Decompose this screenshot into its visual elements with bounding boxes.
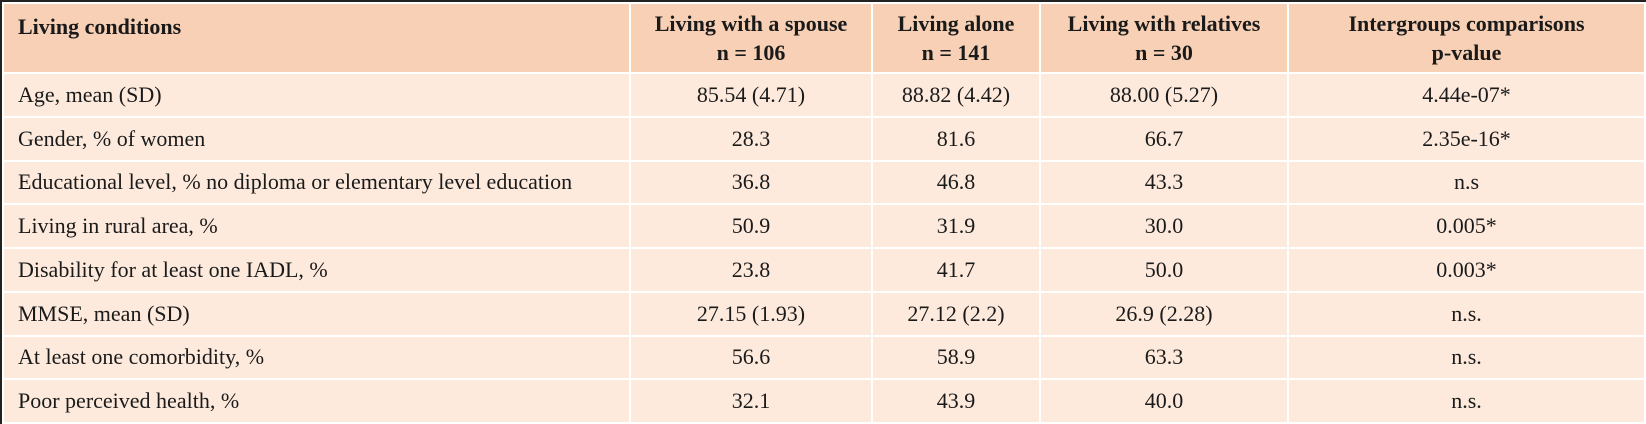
table-row: Age, mean (SD) 85.54 (4.71) 88.82 (4.42)… <box>2 72 1646 118</box>
header-living-conditions: Living conditions <box>2 2 631 74</box>
cell-spouse: 36.8 <box>629 159 873 206</box>
table-row: Disability for at least one IADL, % 23.8… <box>2 247 1646 293</box>
cell-p-value: 4.44e-07* <box>1287 72 1646 118</box>
cell-alone: 41.7 <box>871 247 1041 293</box>
row-label: Gender, % of women <box>2 115 631 162</box>
header-living-with-spouse-line-1: Living with a spouse <box>654 11 848 36</box>
row-label: Living in rural area, % <box>2 203 631 249</box>
cell-spouse: 56.6 <box>629 334 873 381</box>
cell-alone: 88.82 (4.42) <box>871 72 1041 118</box>
table-row: Educational level, % no diploma or eleme… <box>2 159 1646 206</box>
cell-p-value: n.s. <box>1287 378 1646 424</box>
cell-alone: 81.6 <box>871 115 1041 162</box>
row-label: Age, mean (SD) <box>2 72 631 118</box>
cell-spouse: 50.9 <box>629 203 873 249</box>
header-intergroups-comparisons-line-1: Intergroups comparisons <box>1348 11 1585 36</box>
row-label: Disability for at least one IADL, % <box>2 247 631 293</box>
row-label: Poor perceived health, % <box>2 378 631 424</box>
cell-relatives: 26.9 (2.28) <box>1039 290 1289 337</box>
row-label: Educational level, % no diploma or eleme… <box>2 159 631 206</box>
table-row: Poor perceived health, % 32.1 43.9 40.0 … <box>2 378 1646 424</box>
header-living-with-relatives: Living with relatives n = 30 <box>1039 2 1289 74</box>
cell-spouse: 28.3 <box>629 115 873 162</box>
cell-spouse: 32.1 <box>629 378 873 424</box>
cell-relatives: 66.7 <box>1039 115 1289 162</box>
row-label: MMSE, mean (SD) <box>2 290 631 337</box>
row-label: At least one comorbidity, % <box>2 334 631 381</box>
cell-p-value: n.s. <box>1287 290 1646 337</box>
cell-relatives: 43.3 <box>1039 159 1289 206</box>
cell-alone: 27.12 (2.2) <box>871 290 1041 337</box>
cell-alone: 31.9 <box>871 203 1041 249</box>
cell-p-value: n.s. <box>1287 334 1646 381</box>
cell-p-value: n.s <box>1287 159 1646 206</box>
header-living-with-spouse-line-2: n = 106 <box>716 40 786 65</box>
header-intergroups-comparisons-line-2: p-value <box>1431 40 1502 65</box>
cell-p-value: 0.003* <box>1287 247 1646 293</box>
cell-relatives: 63.3 <box>1039 334 1289 381</box>
header-row: Living conditions Living with a spouse n… <box>2 2 1646 74</box>
cell-relatives: 88.00 (5.27) <box>1039 72 1289 118</box>
table-row: MMSE, mean (SD) 27.15 (1.93) 27.12 (2.2)… <box>2 290 1646 337</box>
cell-spouse: 85.54 (4.71) <box>629 72 873 118</box>
cell-alone: 46.8 <box>871 159 1041 206</box>
cell-alone: 43.9 <box>871 378 1041 424</box>
header-living-with-spouse: Living with a spouse n = 106 <box>629 2 873 74</box>
table-row: At least one comorbidity, % 56.6 58.9 63… <box>2 334 1646 381</box>
header-living-with-relatives-line-2: n = 30 <box>1135 40 1193 65</box>
header-intergroups-comparisons: Intergroups comparisons p-value <box>1287 2 1646 74</box>
header-living-conditions-line-1: Living conditions <box>18 14 182 39</box>
header-living-alone-line-1: Living alone <box>897 11 1015 36</box>
cell-p-value: 0.005* <box>1287 203 1646 249</box>
table-row: Gender, % of women 28.3 81.6 66.7 2.35e-… <box>2 115 1646 162</box>
cell-alone: 58.9 <box>871 334 1041 381</box>
header-living-with-relatives-line-1: Living with relatives <box>1067 11 1261 36</box>
cell-relatives: 50.0 <box>1039 247 1289 293</box>
cell-relatives: 30.0 <box>1039 203 1289 249</box>
header-living-alone: Living alone n = 141 <box>871 2 1041 74</box>
cell-p-value: 2.35e-16* <box>1287 115 1646 162</box>
cell-spouse: 23.8 <box>629 247 873 293</box>
header-living-alone-line-2: n = 141 <box>921 40 991 65</box>
cell-relatives: 40.0 <box>1039 378 1289 424</box>
cell-spouse: 27.15 (1.93) <box>629 290 873 337</box>
table-row: Living in rural area, % 50.9 31.9 30.0 0… <box>2 203 1646 249</box>
